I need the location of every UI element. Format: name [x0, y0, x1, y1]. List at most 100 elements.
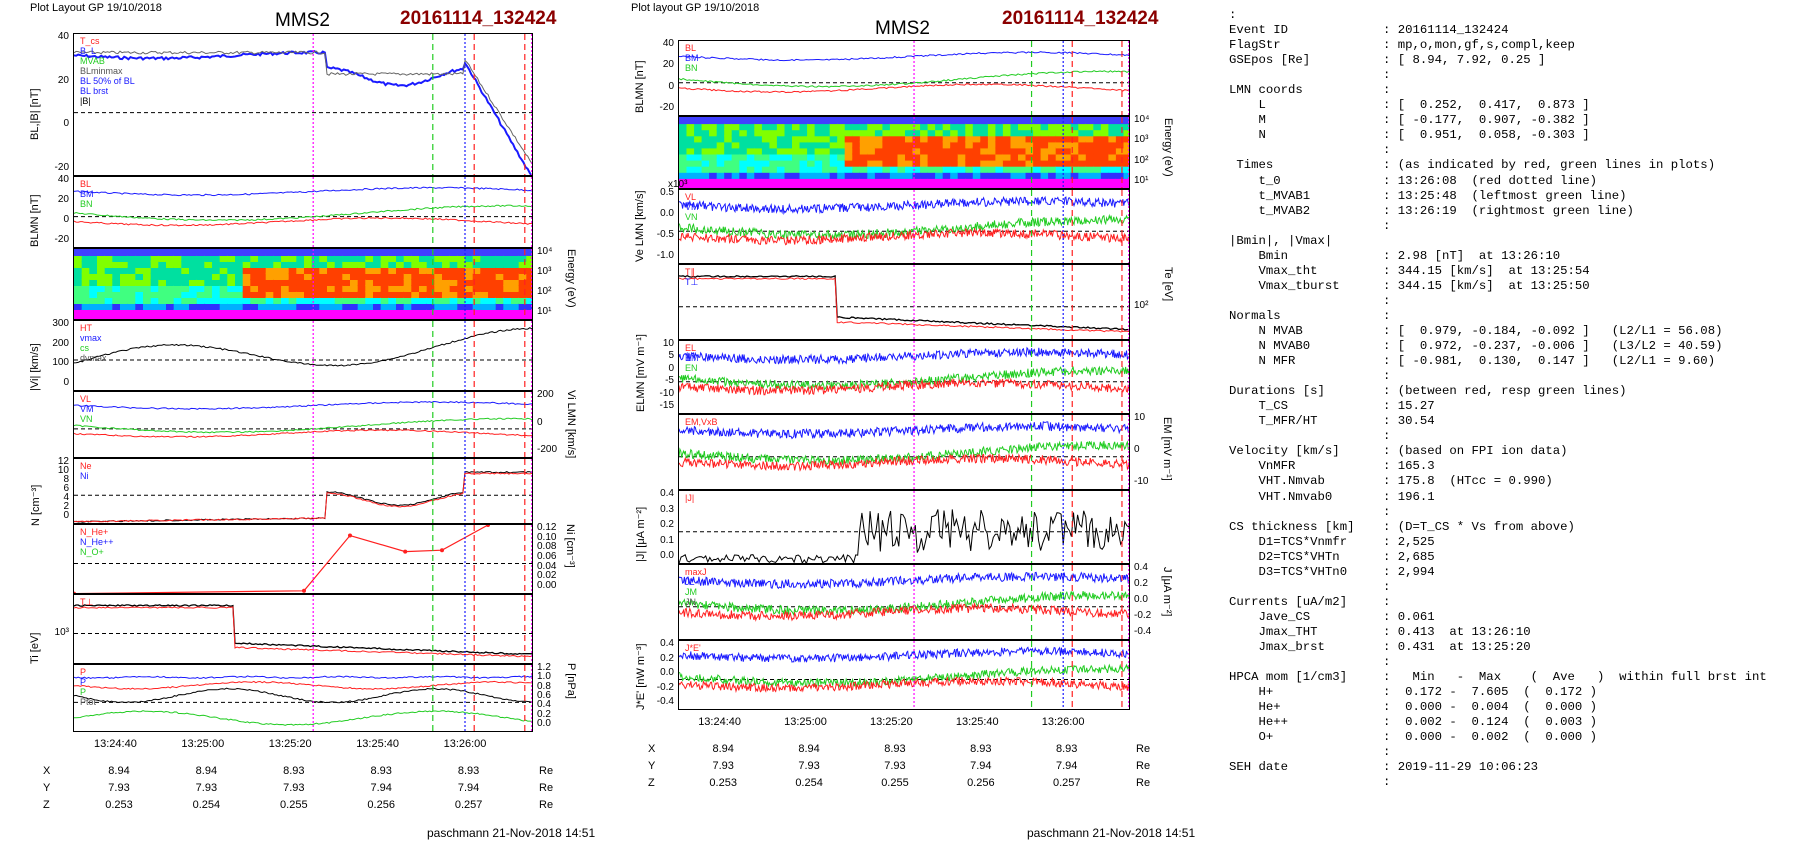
middle-spec-spec-cell	[874, 141, 884, 149]
middle-spec-spec-cell	[709, 135, 718, 143]
left-blmn-series	[74, 216, 532, 227]
middle-spec-spec-cell	[1123, 129, 1129, 137]
left-spec-spec-cell	[518, 261, 528, 268]
left-spec-spec-cell	[242, 309, 252, 316]
left-spec-spec-cell	[181, 267, 190, 274]
left-spec-spec-cell	[296, 297, 305, 304]
left-spec-spec-cell	[181, 279, 190, 286]
info-row: H+: 0.172 - 7.605 ( 0.172 )	[1229, 685, 1767, 700]
left-spec-spec-cell	[526, 267, 532, 274]
middle-time-tick: 13:24:40	[698, 716, 742, 728]
info-row: T_MFR/HT: 30.54	[1229, 414, 1767, 429]
left-spec-spec-cell	[350, 279, 359, 286]
left-spec-spec-cell	[334, 309, 344, 316]
left-spec-spec-cell	[250, 285, 259, 292]
middle-spec-spec-cell	[980, 165, 989, 173]
left-spec-spec-cell	[296, 273, 305, 280]
middle-spec-spec-cell	[859, 153, 869, 161]
left-spec-spec-cell	[173, 279, 183, 286]
left-spec-spec-cell	[296, 303, 305, 310]
middle-spec-spec-cell	[1070, 141, 1080, 149]
middle-spec-spec-cell	[1033, 123, 1042, 131]
middle-spec-spec-cell	[844, 123, 854, 131]
left-spec-spec-cell	[365, 279, 374, 286]
left-spec-spec-cell	[503, 303, 512, 310]
left-spec-spec-cell	[212, 285, 221, 292]
left-spec-spec-cell	[227, 249, 236, 256]
left-spec-spec-cell	[526, 291, 532, 298]
left-n-legend: Ne Ni	[80, 461, 92, 481]
middle-spec-spec-cell	[957, 153, 967, 161]
left-blmn-tick-label: 40	[57, 174, 69, 185]
left-spec-spec-cell	[511, 249, 520, 256]
left-spec-spec-cell	[227, 267, 236, 274]
left-spec-spec-cell	[204, 255, 213, 262]
left-spec-spec-cell	[334, 285, 344, 292]
left-ni-legend: N_He+ N_He++ N_O+	[80, 527, 114, 557]
left-spec-spec-cell	[219, 303, 229, 310]
middle-ve-legend-entry: VM	[685, 202, 699, 212]
left-p-series	[74, 687, 532, 704]
left-spec-spec-cell	[503, 309, 512, 316]
middle-spec-spec-cell	[724, 129, 733, 137]
left-vi-legend-entry: HT	[80, 323, 92, 333]
left-spec-spec-cell	[311, 303, 321, 310]
left-spec-spec-cell	[319, 309, 328, 316]
left-spec-spec-cell	[196, 309, 206, 316]
middle-ve-tick-label: 0.0	[660, 208, 674, 219]
left-spec-spec-cell	[212, 267, 221, 274]
middle-spec-spec-cell	[1002, 153, 1012, 161]
middle-spec-spec-cell	[761, 129, 771, 137]
middle-te-legend: T∥ T⊥	[685, 267, 698, 287]
left-spec-spec-cell	[311, 285, 321, 292]
left-spec-spec-cell	[511, 285, 520, 292]
left-spec-spec-cell	[327, 255, 336, 262]
middle-e-tick-label: 10	[662, 338, 674, 349]
left-spec-spec-cell	[426, 303, 436, 310]
left-spec-spec-cell	[189, 279, 198, 286]
middle-spec-spec-cell	[859, 159, 869, 167]
info-value: : 344.15 [km/s] at 13:25:50	[1383, 278, 1590, 293]
left-spec-spec-cell	[373, 279, 382, 286]
left-spec-spec-cell	[365, 249, 374, 256]
left-spec-spec-cell	[143, 297, 152, 304]
middle-spec-spec-cell	[731, 165, 741, 173]
left-spec-spec-cell	[281, 309, 290, 316]
left-spec-spec-cell	[181, 309, 190, 316]
left-spec-spec-cell	[304, 273, 313, 280]
middle-spec-spec-cell	[701, 153, 711, 161]
middle-spec-spec-cell	[844, 159, 854, 167]
left-spec-spec-cell	[189, 261, 198, 268]
middle-spec-spec-cell	[1123, 135, 1129, 143]
middle-spec-spec-cell	[822, 165, 831, 173]
left-spec-spec-cell	[465, 297, 474, 304]
left-p-tick-label: 0.6	[537, 690, 551, 701]
left-bl-tick-label: 40	[57, 31, 69, 42]
middle-spec-spec-cell	[1078, 141, 1087, 149]
middle-te-plot	[679, 265, 1129, 339]
left-spec-spec-cell	[89, 303, 98, 310]
middle-spec-spec-cell	[679, 129, 688, 137]
middle-je-series	[679, 675, 1129, 694]
left-spec-spec-cell	[166, 303, 175, 310]
middle-spec-spec-cell	[1108, 159, 1117, 167]
middle-spec-spec-cell	[1040, 135, 1050, 143]
left-spec-spec-cell	[196, 315, 206, 319]
left-spec-spec-cell	[411, 273, 420, 280]
left-spec-spec-cell	[150, 297, 160, 304]
left-spec-spec-cell	[388, 303, 397, 310]
left-spec-spec-cell	[518, 273, 528, 280]
middle-spec-spec-cell	[867, 165, 876, 173]
left-spec-spec-cell	[181, 261, 190, 268]
middle-spec-spec-cell	[859, 177, 869, 185]
left-spec-spec-cell	[212, 273, 221, 280]
middle-spec-spec-cell	[867, 147, 876, 155]
left-spec-spec-cell	[265, 273, 275, 280]
middle-spec-spec-cell	[957, 135, 967, 143]
middle-spec-spec-cell	[686, 147, 695, 155]
middle-spec-spec-cell	[769, 159, 778, 167]
left-pos-row-label: X	[43, 765, 51, 777]
left-spec-spec-cell	[143, 273, 152, 280]
left-spec-spec-cell	[150, 279, 160, 286]
middle-spec-spec-cell	[995, 183, 1004, 188]
